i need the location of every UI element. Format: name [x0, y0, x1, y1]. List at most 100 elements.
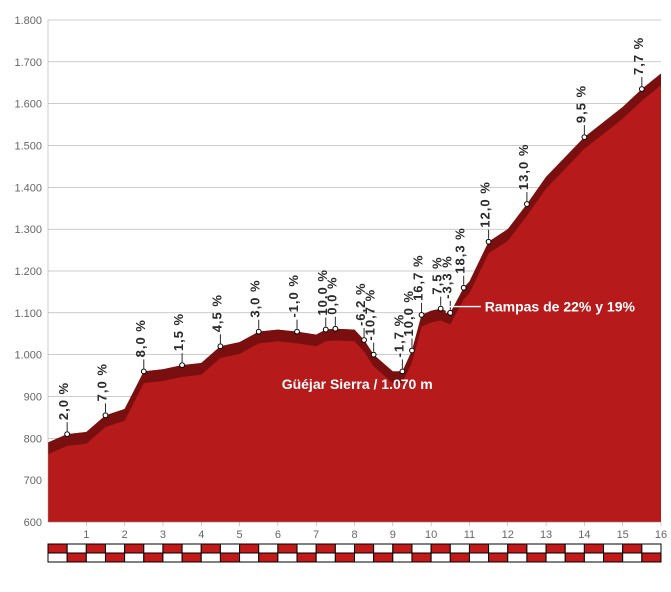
x-tick-label: 8 — [351, 529, 357, 541]
distance-bar-segment — [431, 544, 450, 553]
gradient-label: 2,0 % — [56, 382, 71, 420]
profile-point — [419, 313, 424, 318]
profile-point — [639, 87, 644, 92]
x-tick-label: 7 — [313, 529, 319, 541]
distance-bar-segment — [374, 553, 393, 562]
distance-bar-segment — [546, 553, 565, 562]
chart-annotation: Rampas de 22% y 19% — [485, 299, 636, 315]
distance-bar-segment — [355, 553, 374, 562]
distance-bar-segment — [623, 553, 642, 562]
distance-bar-segment — [67, 544, 86, 553]
profile-point — [461, 285, 466, 290]
gradient-label: 9,5 % — [573, 85, 588, 123]
chart-annotation: Güéjar Sierra / 1.070 m — [282, 376, 433, 392]
gradient-label: -10,7 % — [363, 289, 378, 341]
distance-bar-segment — [240, 553, 259, 562]
distance-bar-segment — [546, 544, 565, 553]
gradient-label: 8,0 % — [133, 319, 148, 357]
gradient-label: 13,0 % — [516, 144, 531, 190]
profile-point — [486, 239, 491, 244]
gradient-label: 0,0 % — [324, 276, 339, 314]
distance-bar-segment — [489, 544, 508, 553]
distance-bar-segment — [163, 544, 182, 553]
x-tick-label: 10 — [425, 529, 437, 541]
distance-bar-segment — [489, 553, 508, 562]
y-tick-label: 1.100 — [14, 308, 42, 320]
distance-bar-segment — [393, 553, 412, 562]
profile-point — [65, 432, 70, 437]
distance-bar-segment — [355, 544, 374, 553]
profile-point — [525, 202, 530, 207]
distance-bar-segment — [105, 544, 124, 553]
x-tick-label: 15 — [617, 529, 629, 541]
gradient-label: 7,0 % — [94, 363, 109, 401]
distance-bar-segment — [412, 544, 431, 553]
distance-bar-segment — [86, 544, 105, 553]
distance-bar-segment — [182, 544, 201, 553]
profile-point — [333, 326, 338, 331]
distance-bar-segment — [220, 553, 239, 562]
x-tick-label: 5 — [237, 529, 243, 541]
distance-bar-segment — [642, 544, 661, 553]
x-tick-label: 4 — [198, 529, 204, 541]
distance-bar-segment — [86, 553, 105, 562]
profile-point — [103, 413, 108, 418]
profile-point — [141, 369, 146, 374]
distance-bar-segment — [259, 544, 278, 553]
distance-bar-segment — [469, 544, 488, 553]
distance-bar-segment — [527, 544, 546, 553]
distance-bar-segment — [565, 553, 584, 562]
distance-bar-segment — [450, 544, 469, 553]
distance-bar-segment — [604, 544, 623, 553]
profile-point — [256, 329, 261, 334]
profile-point — [218, 344, 223, 349]
distance-bar-segment — [297, 553, 316, 562]
climb-profile-chart: 6007008009001.0001.1001.2001.3001.4001.5… — [0, 0, 671, 592]
profile-point — [180, 363, 185, 368]
x-tick-label: 2 — [122, 529, 128, 541]
profile-point — [410, 348, 415, 353]
distance-bar-segment — [335, 553, 354, 562]
x-tick-label: 6 — [275, 529, 281, 541]
gradient-label: 4,5 % — [209, 294, 224, 332]
distance-bar-segment — [125, 544, 144, 553]
y-tick-label: 1.000 — [14, 350, 42, 362]
distance-bar-segment — [374, 544, 393, 553]
distance-bar-segment — [201, 544, 220, 553]
gradient-label: -1,0 % — [286, 274, 301, 318]
gradient-label: 12,0 % — [478, 181, 493, 227]
distance-bar-segment — [642, 553, 661, 562]
distance-bar-segment — [393, 544, 412, 553]
distance-bar-segment — [450, 553, 469, 562]
distance-bar-segment — [144, 544, 163, 553]
distance-bar-segment — [584, 553, 603, 562]
profile-point — [371, 352, 376, 357]
y-tick-label: 1.700 — [14, 57, 42, 69]
gradient-label: 7,7 % — [631, 37, 646, 75]
distance-bar-segment — [431, 553, 450, 562]
distance-bar-segment — [316, 544, 335, 553]
y-tick-label: 600 — [24, 517, 42, 529]
distance-bar-segment — [125, 553, 144, 562]
distance-bar-segment — [316, 553, 335, 562]
distance-bar-segment — [623, 544, 642, 553]
x-tick-label: 13 — [540, 529, 552, 541]
distance-bar-segment — [508, 553, 527, 562]
profile-point — [448, 310, 453, 315]
y-tick-label: 1.200 — [14, 266, 42, 278]
distance-bar-segment — [527, 553, 546, 562]
gradient-label: 18,3 % — [453, 227, 468, 273]
profile-point — [323, 327, 328, 332]
y-tick-label: 700 — [24, 475, 42, 487]
profile-point — [295, 329, 300, 334]
profile-point — [438, 306, 443, 311]
x-tick-label: 11 — [464, 529, 475, 541]
distance-bar-segment — [182, 553, 201, 562]
distance-bar-segment — [604, 553, 623, 562]
x-tick-label: 1 — [83, 529, 89, 541]
distance-bar-segment — [565, 544, 584, 553]
distance-bar-segment — [278, 544, 297, 553]
distance-bar-segment — [201, 553, 220, 562]
distance-bar-segment — [508, 544, 527, 553]
gradient-label: 1,5 % — [171, 313, 186, 351]
